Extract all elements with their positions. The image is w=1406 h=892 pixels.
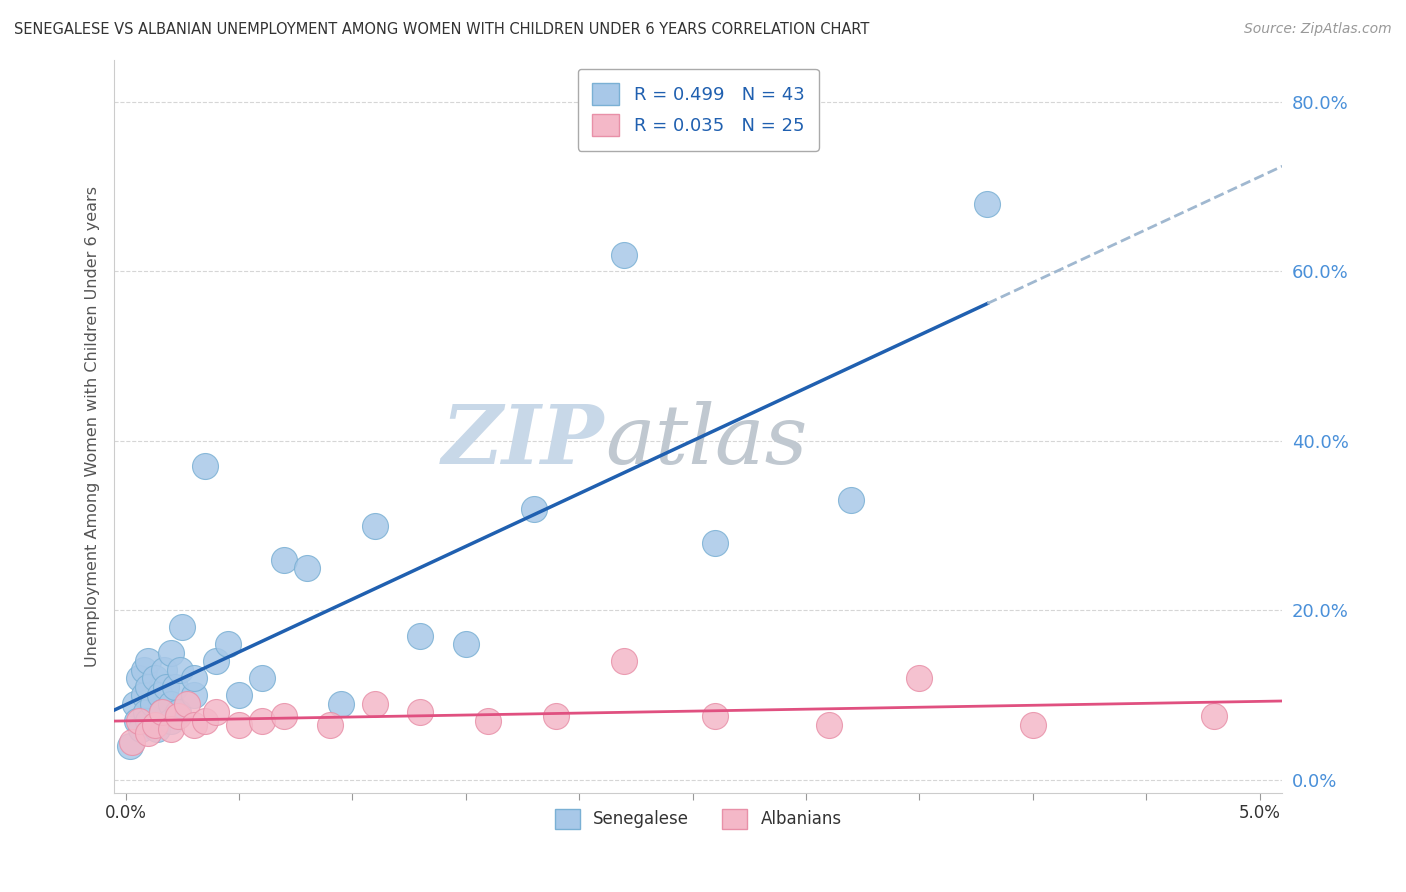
Point xyxy=(250,671,273,685)
Point xyxy=(166,709,188,723)
Point xyxy=(228,718,250,732)
Point xyxy=(132,688,155,702)
Point xyxy=(364,518,387,533)
Point xyxy=(613,247,636,261)
Point xyxy=(128,671,150,685)
Point xyxy=(546,709,568,723)
Point xyxy=(172,620,194,634)
Legend: Senegalese, Albanians: Senegalese, Albanians xyxy=(548,802,848,836)
Point xyxy=(120,739,142,753)
Point xyxy=(146,722,169,736)
Point xyxy=(150,705,173,719)
Point xyxy=(183,671,205,685)
Point xyxy=(228,688,250,702)
Point xyxy=(143,718,166,732)
Point xyxy=(136,680,159,694)
Point xyxy=(194,459,217,474)
Point xyxy=(295,561,318,575)
Point xyxy=(908,671,931,685)
Point xyxy=(142,697,165,711)
Point xyxy=(454,637,477,651)
Point xyxy=(160,646,183,660)
Point xyxy=(169,663,191,677)
Point xyxy=(166,705,188,719)
Point xyxy=(183,688,205,702)
Point xyxy=(205,705,228,719)
Point xyxy=(176,697,198,711)
Point xyxy=(135,705,157,719)
Point xyxy=(523,501,546,516)
Point xyxy=(1204,709,1226,723)
Point xyxy=(136,726,159,740)
Point xyxy=(194,714,217,728)
Point xyxy=(364,697,387,711)
Y-axis label: Unemployment Among Women with Children Under 6 years: Unemployment Among Women with Children U… xyxy=(86,186,100,666)
Point xyxy=(160,697,183,711)
Point xyxy=(817,718,839,732)
Point xyxy=(205,654,228,668)
Point xyxy=(153,663,176,677)
Point xyxy=(613,654,636,668)
Point xyxy=(477,714,499,728)
Point xyxy=(409,629,432,643)
Point xyxy=(136,654,159,668)
Text: Source: ZipAtlas.com: Source: ZipAtlas.com xyxy=(1244,22,1392,37)
Point xyxy=(131,722,153,736)
Point xyxy=(160,714,183,728)
Point xyxy=(976,196,998,211)
Point xyxy=(704,709,727,723)
Point xyxy=(160,722,183,736)
Point xyxy=(125,714,148,728)
Point xyxy=(183,718,205,732)
Point xyxy=(839,493,862,508)
Text: ZIP: ZIP xyxy=(441,401,605,481)
Text: atlas: atlas xyxy=(605,401,807,481)
Point xyxy=(165,680,187,694)
Point xyxy=(217,637,239,651)
Point xyxy=(250,714,273,728)
Point xyxy=(132,663,155,677)
Point xyxy=(150,705,173,719)
Point xyxy=(124,697,146,711)
Point xyxy=(121,735,143,749)
Point xyxy=(143,671,166,685)
Point xyxy=(148,688,170,702)
Point xyxy=(136,714,159,728)
Point xyxy=(273,709,295,723)
Text: SENEGALESE VS ALBANIAN UNEMPLOYMENT AMONG WOMEN WITH CHILDREN UNDER 6 YEARS CORR: SENEGALESE VS ALBANIAN UNEMPLOYMENT AMON… xyxy=(14,22,869,37)
Point xyxy=(128,714,150,728)
Point xyxy=(330,697,353,711)
Point xyxy=(155,680,177,694)
Point xyxy=(273,552,295,566)
Point xyxy=(318,718,340,732)
Point xyxy=(1022,718,1045,732)
Point xyxy=(704,535,727,549)
Point xyxy=(409,705,432,719)
